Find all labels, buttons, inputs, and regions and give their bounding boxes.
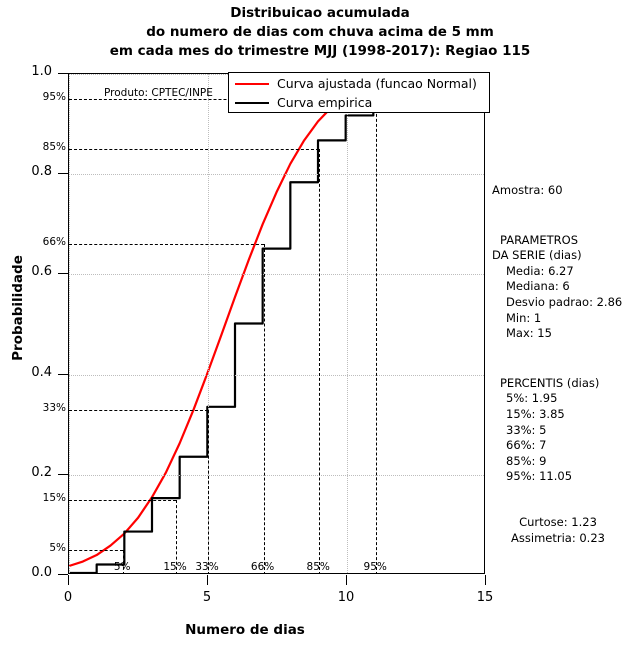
y-tick-label: 0.0	[31, 565, 52, 580]
legend-item-fitted: Curva ajustada (funcao Normal)	[235, 74, 477, 93]
y-tick-label: 1.0	[31, 64, 52, 79]
produto-credit: Produto: CPTEC/INPE	[104, 87, 213, 99]
gridline-horizontal	[69, 174, 484, 176]
y-tick-mark	[58, 273, 68, 275]
stat-curtose: Curtose: 1.23	[519, 514, 597, 529]
stat-max: Max: 15	[506, 326, 552, 341]
y-tick-mark	[58, 373, 68, 375]
gridline-horizontal	[69, 274, 484, 276]
gridline-horizontal	[69, 474, 484, 476]
percentile-x-label: 85%	[306, 561, 330, 573]
y-tick-mark	[58, 473, 68, 475]
parameters-block: PARAMETROS DA SERIE (dias) Media: 6.27 M…	[492, 233, 640, 342]
x-tick-label: 15	[476, 590, 494, 605]
y-tick-mark	[58, 173, 68, 175]
stat-p66: 66%: 7	[506, 438, 547, 453]
percentile-y-label: 85%	[42, 141, 66, 154]
percentile-y-label: 33%	[42, 401, 66, 414]
percentile-x-label: 66%	[250, 561, 275, 573]
percentile-guide-horizontal	[69, 99, 377, 101]
percentile-guide-horizontal	[69, 149, 320, 151]
percentile-guide-vertical	[376, 99, 378, 573]
x-tick-mark	[346, 575, 347, 585]
y-tick-mark	[58, 574, 68, 575]
percentile-x-label: 15%	[163, 561, 187, 573]
x-tick-mark	[68, 575, 69, 585]
parameters-title: PARAMETROS	[500, 232, 579, 247]
title-line-2: do numero de dias com chuva acima de 5 m…	[146, 24, 494, 40]
x-tick-mark	[485, 575, 486, 585]
y-tick-mark	[58, 73, 68, 74]
percentile-y-label: 66%	[42, 236, 66, 249]
x-tick-label: 0	[63, 590, 73, 605]
percentile-guide-vertical	[208, 409, 209, 573]
plot-area	[68, 73, 485, 574]
legend-label-empirical: Curva empirica	[277, 95, 373, 110]
x-tick-label: 5	[202, 590, 212, 605]
percentile-guide-horizontal	[69, 244, 264, 246]
shape-stats-block: Curtose: 1.23 Assimetria: 0.23	[492, 515, 640, 546]
percentile-x-label: 5%	[113, 561, 131, 573]
percentile-guide-vertical	[176, 499, 178, 573]
plot-inner	[69, 74, 484, 573]
statistics-panel: Amostra: 60 PARAMETROS DA SERIE (dias) M…	[492, 183, 640, 546]
gridline-vertical	[69, 74, 70, 573]
stat-assimetria: Assimetria: 0.23	[511, 530, 605, 545]
percentile-guide-vertical	[263, 244, 265, 573]
gridline-horizontal	[69, 374, 484, 376]
percentile-x-label: 33%	[195, 561, 219, 573]
x-tick-mark	[207, 575, 208, 585]
parameters-subtitle: DA SERIE (dias)	[492, 248, 582, 263]
percentile-guide-horizontal	[69, 499, 177, 501]
percentiles-title: PERCENTIS (dias)	[500, 375, 600, 390]
percentiles-block: PERCENTIS (dias) 5%: 1.95 15%: 3.85 33%:…	[492, 376, 640, 485]
chart-title: Distribuicao acumulada do numero de dias…	[0, 4, 640, 61]
y-tick-label: 0.8	[31, 164, 52, 180]
y-tick-label: 0.2	[31, 464, 52, 480]
stat-p95: 95%: 11.05	[506, 469, 573, 484]
legend-swatch-fitted	[235, 82, 269, 85]
percentile-y-label: 5%	[49, 541, 66, 554]
fitted-normal-curve	[69, 74, 484, 566]
stat-p85: 85%: 9	[506, 453, 547, 468]
x-tick-label: 10	[337, 590, 355, 605]
legend-item-empirical: Curva empirica	[235, 93, 372, 112]
percentile-guide-vertical	[319, 149, 321, 573]
stat-mediana: Mediana: 6	[506, 279, 570, 294]
legend: Curva ajustada (funcao Normal) Curva emp…	[228, 72, 490, 113]
stat-p5: 5%: 1.95	[506, 391, 558, 406]
title-line-3: em cada mes do trimestre MJJ (1998-2017)…	[109, 43, 531, 59]
gridline-vertical	[347, 74, 348, 573]
percentile-y-label: 15%	[42, 491, 66, 504]
legend-swatch-empirical	[235, 101, 269, 104]
stat-amostra: Amostra: 60	[492, 183, 563, 197]
legend-label-fitted: Curva ajustada (funcao Normal)	[277, 76, 477, 91]
x-axis-title: Numero de dias	[185, 622, 305, 638]
y-tick-label: 0.4	[31, 364, 52, 380]
y-axis-title: Probabilidade	[10, 255, 26, 361]
percentile-x-label: 95%	[363, 561, 387, 573]
percentile-guide-horizontal	[69, 409, 208, 411]
gridline-vertical	[208, 74, 209, 573]
stat-desvio-padrao: Desvio padrao: 2.86	[506, 294, 623, 309]
y-tick-label: 0.6	[31, 264, 52, 280]
stat-p15: 15%: 3.85	[506, 406, 565, 421]
stat-media: Media: 6.27	[506, 263, 574, 278]
percentile-guide-vertical	[123, 549, 125, 573]
stat-min: Min: 1	[506, 310, 542, 325]
percentile-guide-horizontal	[69, 549, 124, 551]
title-line-1: Distribuicao acumulada	[230, 5, 410, 21]
percentile-y-label: 95%	[42, 91, 66, 104]
stat-p33: 33%: 5	[506, 422, 547, 437]
